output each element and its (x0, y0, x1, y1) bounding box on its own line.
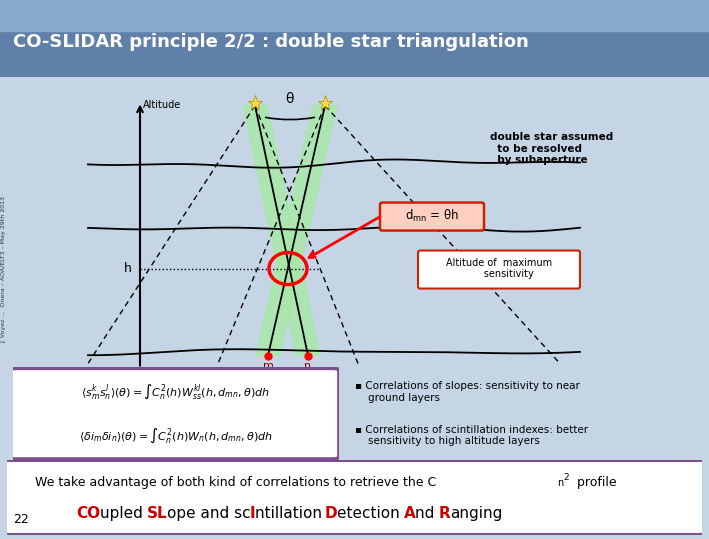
Text: R: R (439, 506, 451, 521)
Bar (0, 0, 709, 31)
Text: double star assumed
  to be resolved
  by subaperture: double star assumed to be resolved by su… (490, 132, 613, 165)
FancyBboxPatch shape (380, 203, 484, 231)
Text: upled: upled (100, 506, 148, 521)
FancyBboxPatch shape (0, 460, 709, 535)
Text: CO-SLIDAR principle 2/2 : double star triangulation: CO-SLIDAR principle 2/2 : double star tr… (13, 33, 528, 51)
Text: ope and sc: ope and sc (167, 506, 251, 521)
Polygon shape (256, 106, 337, 356)
Text: etection: etection (337, 506, 405, 521)
FancyBboxPatch shape (418, 251, 580, 288)
Text: D: D (325, 506, 337, 521)
Text: 2: 2 (563, 473, 569, 482)
Text: Altitude: Altitude (143, 100, 182, 109)
Text: SL: SL (147, 506, 167, 521)
Text: J. Voyez ...  Onera – AOA/ELT3 – May 29th 2013: J. Voyez ... Onera – AOA/ELT3 – May 29th… (1, 196, 7, 343)
Text: n: n (557, 478, 563, 488)
Text: ▪ Correlations of scintillation indexes: better
    sensitivity to high altitude: ▪ Correlations of scintillation indexes:… (354, 425, 588, 446)
Text: θ: θ (286, 92, 294, 106)
FancyBboxPatch shape (9, 369, 339, 459)
Text: A: A (403, 506, 415, 521)
Text: profile: profile (574, 476, 617, 489)
Text: d$_{\rm mn}$ = θh: d$_{\rm mn}$ = θh (405, 208, 459, 224)
FancyBboxPatch shape (0, 0, 709, 77)
Text: nd: nd (415, 506, 440, 521)
Text: ntillation: ntillation (255, 506, 327, 521)
Text: We take advantage of both kind of correlations to retrieve the C: We take advantage of both kind of correl… (35, 476, 436, 489)
Text: CO: CO (77, 506, 101, 521)
Text: n: n (304, 361, 311, 370)
Text: Altitude of  maximum
      sensitivity: Altitude of maximum sensitivity (446, 258, 552, 279)
Text: 22: 22 (13, 513, 28, 526)
Text: ▪ Correlations of slopes: sensitivity to near
    ground layers: ▪ Correlations of slopes: sensitivity to… (354, 381, 579, 403)
Text: d$_{\rm mn}$: d$_{\rm mn}$ (281, 377, 301, 391)
Text: I: I (249, 506, 255, 521)
Polygon shape (243, 106, 320, 356)
Text: m: m (262, 361, 274, 370)
Text: $\langle s_m^k s_n^l \rangle(\theta)= \int C_n^2(h)W_{ss}^{kl}(h,d_{mn},\theta)d: $\langle s_m^k s_n^l \rangle(\theta)= \i… (82, 383, 270, 401)
Text: h: h (124, 262, 132, 275)
Text: $\langle \delta i_m \delta i_n \rangle(\theta)= \int C_n^2(h)W_n(h,d_{mn},\theta: $\langle \delta i_m \delta i_n \rangle(\… (79, 426, 273, 445)
Text: anging: anging (450, 506, 503, 521)
